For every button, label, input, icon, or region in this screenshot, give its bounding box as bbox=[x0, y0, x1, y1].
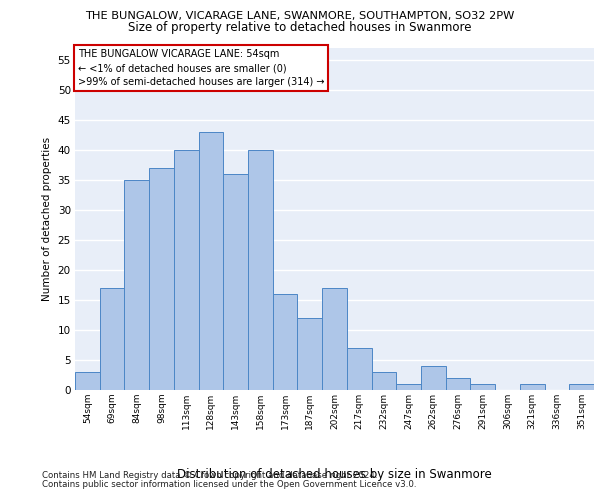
Y-axis label: Number of detached properties: Number of detached properties bbox=[42, 136, 52, 301]
Text: Contains HM Land Registry data © Crown copyright and database right 2024.: Contains HM Land Registry data © Crown c… bbox=[42, 471, 377, 480]
Bar bbox=[273, 294, 298, 390]
Bar bbox=[446, 378, 470, 390]
Bar bbox=[520, 384, 545, 390]
X-axis label: Distribution of detached houses by size in Swanmore: Distribution of detached houses by size … bbox=[177, 468, 492, 481]
Text: THE BUNGALOW, VICARAGE LANE, SWANMORE, SOUTHAMPTON, SO32 2PW: THE BUNGALOW, VICARAGE LANE, SWANMORE, S… bbox=[85, 11, 515, 21]
Bar bbox=[75, 372, 100, 390]
Bar bbox=[223, 174, 248, 390]
Bar bbox=[124, 180, 149, 390]
Bar bbox=[322, 288, 347, 390]
Bar bbox=[100, 288, 124, 390]
Text: THE BUNGALOW VICARAGE LANE: 54sqm
← <1% of detached houses are smaller (0)
>99% : THE BUNGALOW VICARAGE LANE: 54sqm ← <1% … bbox=[77, 49, 324, 87]
Bar bbox=[569, 384, 594, 390]
Bar bbox=[421, 366, 446, 390]
Text: Contains public sector information licensed under the Open Government Licence v3: Contains public sector information licen… bbox=[42, 480, 416, 489]
Bar bbox=[298, 318, 322, 390]
Bar bbox=[347, 348, 371, 390]
Bar bbox=[371, 372, 396, 390]
Bar bbox=[174, 150, 199, 390]
Bar bbox=[149, 168, 174, 390]
Bar bbox=[396, 384, 421, 390]
Bar bbox=[470, 384, 495, 390]
Text: Size of property relative to detached houses in Swanmore: Size of property relative to detached ho… bbox=[128, 21, 472, 34]
Bar bbox=[199, 132, 223, 390]
Bar bbox=[248, 150, 273, 390]
